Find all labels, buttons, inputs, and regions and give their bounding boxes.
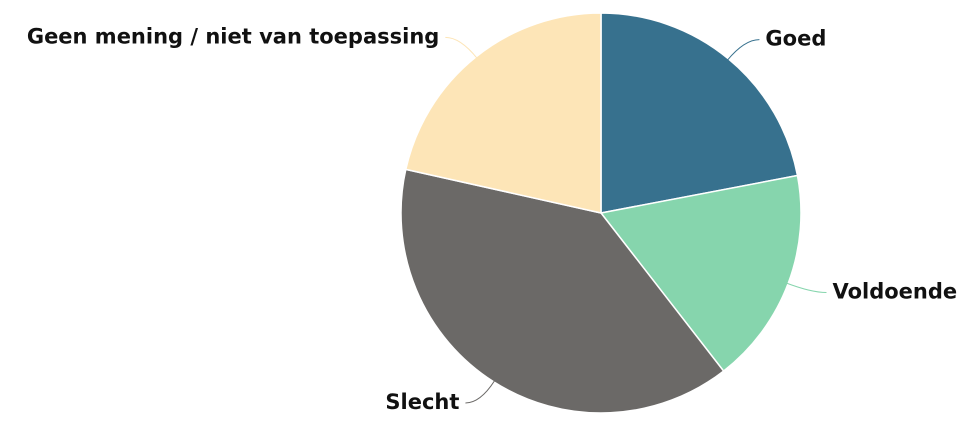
slice-label: Goed xyxy=(765,27,826,51)
connector xyxy=(465,379,496,404)
slice-label: Slecht xyxy=(385,390,459,414)
connector xyxy=(786,282,827,294)
connector xyxy=(445,36,478,59)
connector xyxy=(726,39,760,61)
slice-label: Geen mening / niet van toepassing xyxy=(27,24,439,48)
slice-label: Voldoende xyxy=(832,280,957,304)
